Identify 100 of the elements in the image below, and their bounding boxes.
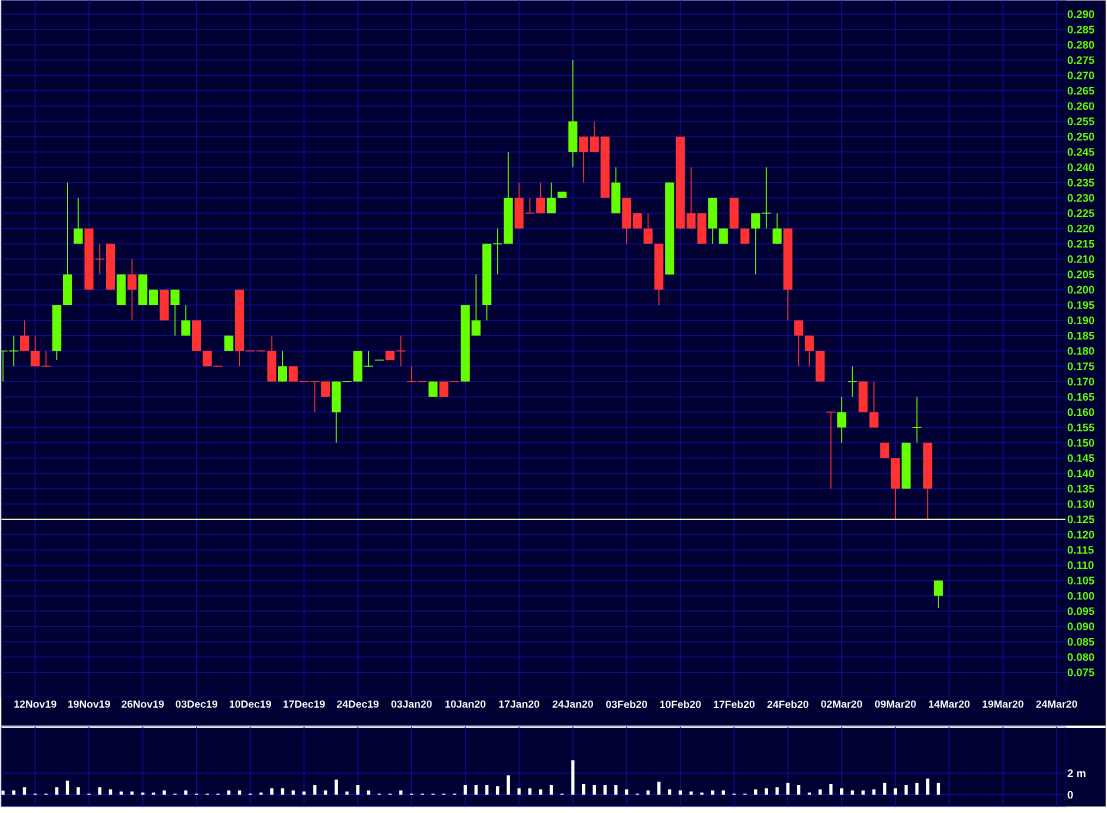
x-tick-label: 02Mar20 (821, 700, 863, 708)
candlestick (492, 227, 503, 275)
bar (291, 790, 295, 795)
candlestick (8, 334, 19, 367)
y-tick-label: 0.180 (1067, 346, 1095, 355)
candlestick (181, 304, 191, 336)
x-tick-label: 03Jan20 (391, 700, 432, 708)
bar (270, 788, 274, 795)
bar (323, 790, 328, 795)
y-tick-label: 0.095 (1067, 607, 1095, 615)
bar (711, 790, 715, 795)
y-tick-label: 0.205 (1067, 270, 1095, 279)
bar (162, 790, 166, 795)
bar (786, 782, 790, 795)
bar (280, 788, 285, 795)
bar (517, 788, 521, 795)
bar (775, 786, 779, 795)
bar (528, 788, 532, 795)
y-tick-label: 0.125 (1067, 515, 1095, 523)
x-tick-label: 17Jan20 (499, 700, 540, 708)
candlestick (40, 350, 51, 367)
bar (356, 784, 360, 795)
x-tick-label: 10Feb20 (660, 700, 701, 708)
x-tick-label: 14Mar20 (928, 700, 970, 708)
y-tick-label: 0.135 (1067, 484, 1095, 493)
y-tick-label: 0.115 (1067, 545, 1094, 554)
bar (22, 786, 27, 795)
bar (98, 786, 102, 795)
candlestick (837, 396, 847, 444)
candlestick (794, 319, 804, 367)
candlestick (363, 350, 374, 367)
bar (313, 784, 317, 795)
bar (108, 789, 113, 795)
candlestick (933, 579, 943, 609)
bar (818, 789, 822, 795)
bar (463, 784, 467, 795)
bar (581, 783, 586, 795)
y-tick-label: 0.260 (1067, 101, 1095, 110)
y-tick-label: 0.210 (1067, 255, 1095, 263)
bar (399, 790, 403, 795)
bar (861, 790, 865, 795)
y-tick-label: 0.255 (1067, 117, 1095, 126)
bar (624, 789, 629, 795)
y-tick-label: 0.140 (1067, 469, 1095, 478)
x-tick-label: 19Mar20 (982, 700, 1024, 708)
x-tick-label: 19Nov19 (68, 700, 111, 708)
candlestick (127, 258, 137, 321)
y-tick-label: 0.265 (1067, 86, 1095, 95)
bar (495, 785, 500, 795)
candlestick (73, 197, 83, 245)
bar (12, 790, 16, 795)
bar (130, 791, 134, 795)
bar (850, 790, 855, 795)
x-tick-label: 09Mar20 (874, 700, 916, 708)
y-tick-label: 0.240 (1067, 163, 1095, 171)
bar (646, 790, 650, 795)
bar (302, 791, 306, 795)
candlestick (825, 411, 836, 489)
y-tick-label: 0.165 (1067, 392, 1095, 401)
x-tick-label: 24Dec19 (336, 700, 379, 708)
bar (366, 790, 371, 795)
x-tick-label: 03Feb20 (606, 700, 648, 708)
bar (614, 784, 618, 795)
bar (227, 790, 231, 795)
x-tick-label: 17Dec19 (283, 700, 325, 708)
bar (754, 789, 758, 795)
y-tick-label: 0.175 (1067, 362, 1095, 370)
y-tick-label: 0.075 (1067, 668, 1095, 677)
x-tick-label: 10Dec19 (229, 700, 272, 708)
x-tick-label: 17Feb20 (713, 700, 755, 708)
x-tick-label: 03Dec19 (175, 700, 218, 708)
y-tick-label: 0.245 (1067, 147, 1095, 156)
bar (538, 789, 543, 795)
y-tick-label: 0.280 (1067, 40, 1095, 49)
candlestick (278, 350, 288, 382)
bar (592, 784, 596, 795)
candlestick (751, 212, 761, 275)
candlestick (869, 380, 879, 428)
bar (668, 789, 672, 795)
candlestick (546, 181, 556, 214)
bar (657, 781, 661, 795)
candlestick (170, 289, 180, 336)
y-tick-label: 0.275 (1067, 56, 1095, 64)
candlestick (406, 365, 417, 382)
bar (678, 790, 682, 795)
bar (506, 775, 510, 795)
y-tick-label: 0.235 (1067, 178, 1095, 187)
candlestick (589, 120, 599, 153)
bar (883, 782, 887, 795)
bar (915, 782, 919, 795)
bar (474, 784, 478, 795)
candlestick (536, 181, 546, 214)
candlestick (30, 334, 40, 367)
y-tick-label: 2 m (1067, 769, 1086, 777)
bar (872, 789, 876, 795)
y-tick-label: 0.270 (1067, 71, 1095, 80)
y-tick-label: 0.195 (1067, 300, 1095, 309)
x-tick-label: 24Mar20 (1036, 700, 1078, 708)
y-tick-label: 0.110 (1067, 561, 1094, 569)
y-tick-label: 0 (1067, 790, 1073, 799)
